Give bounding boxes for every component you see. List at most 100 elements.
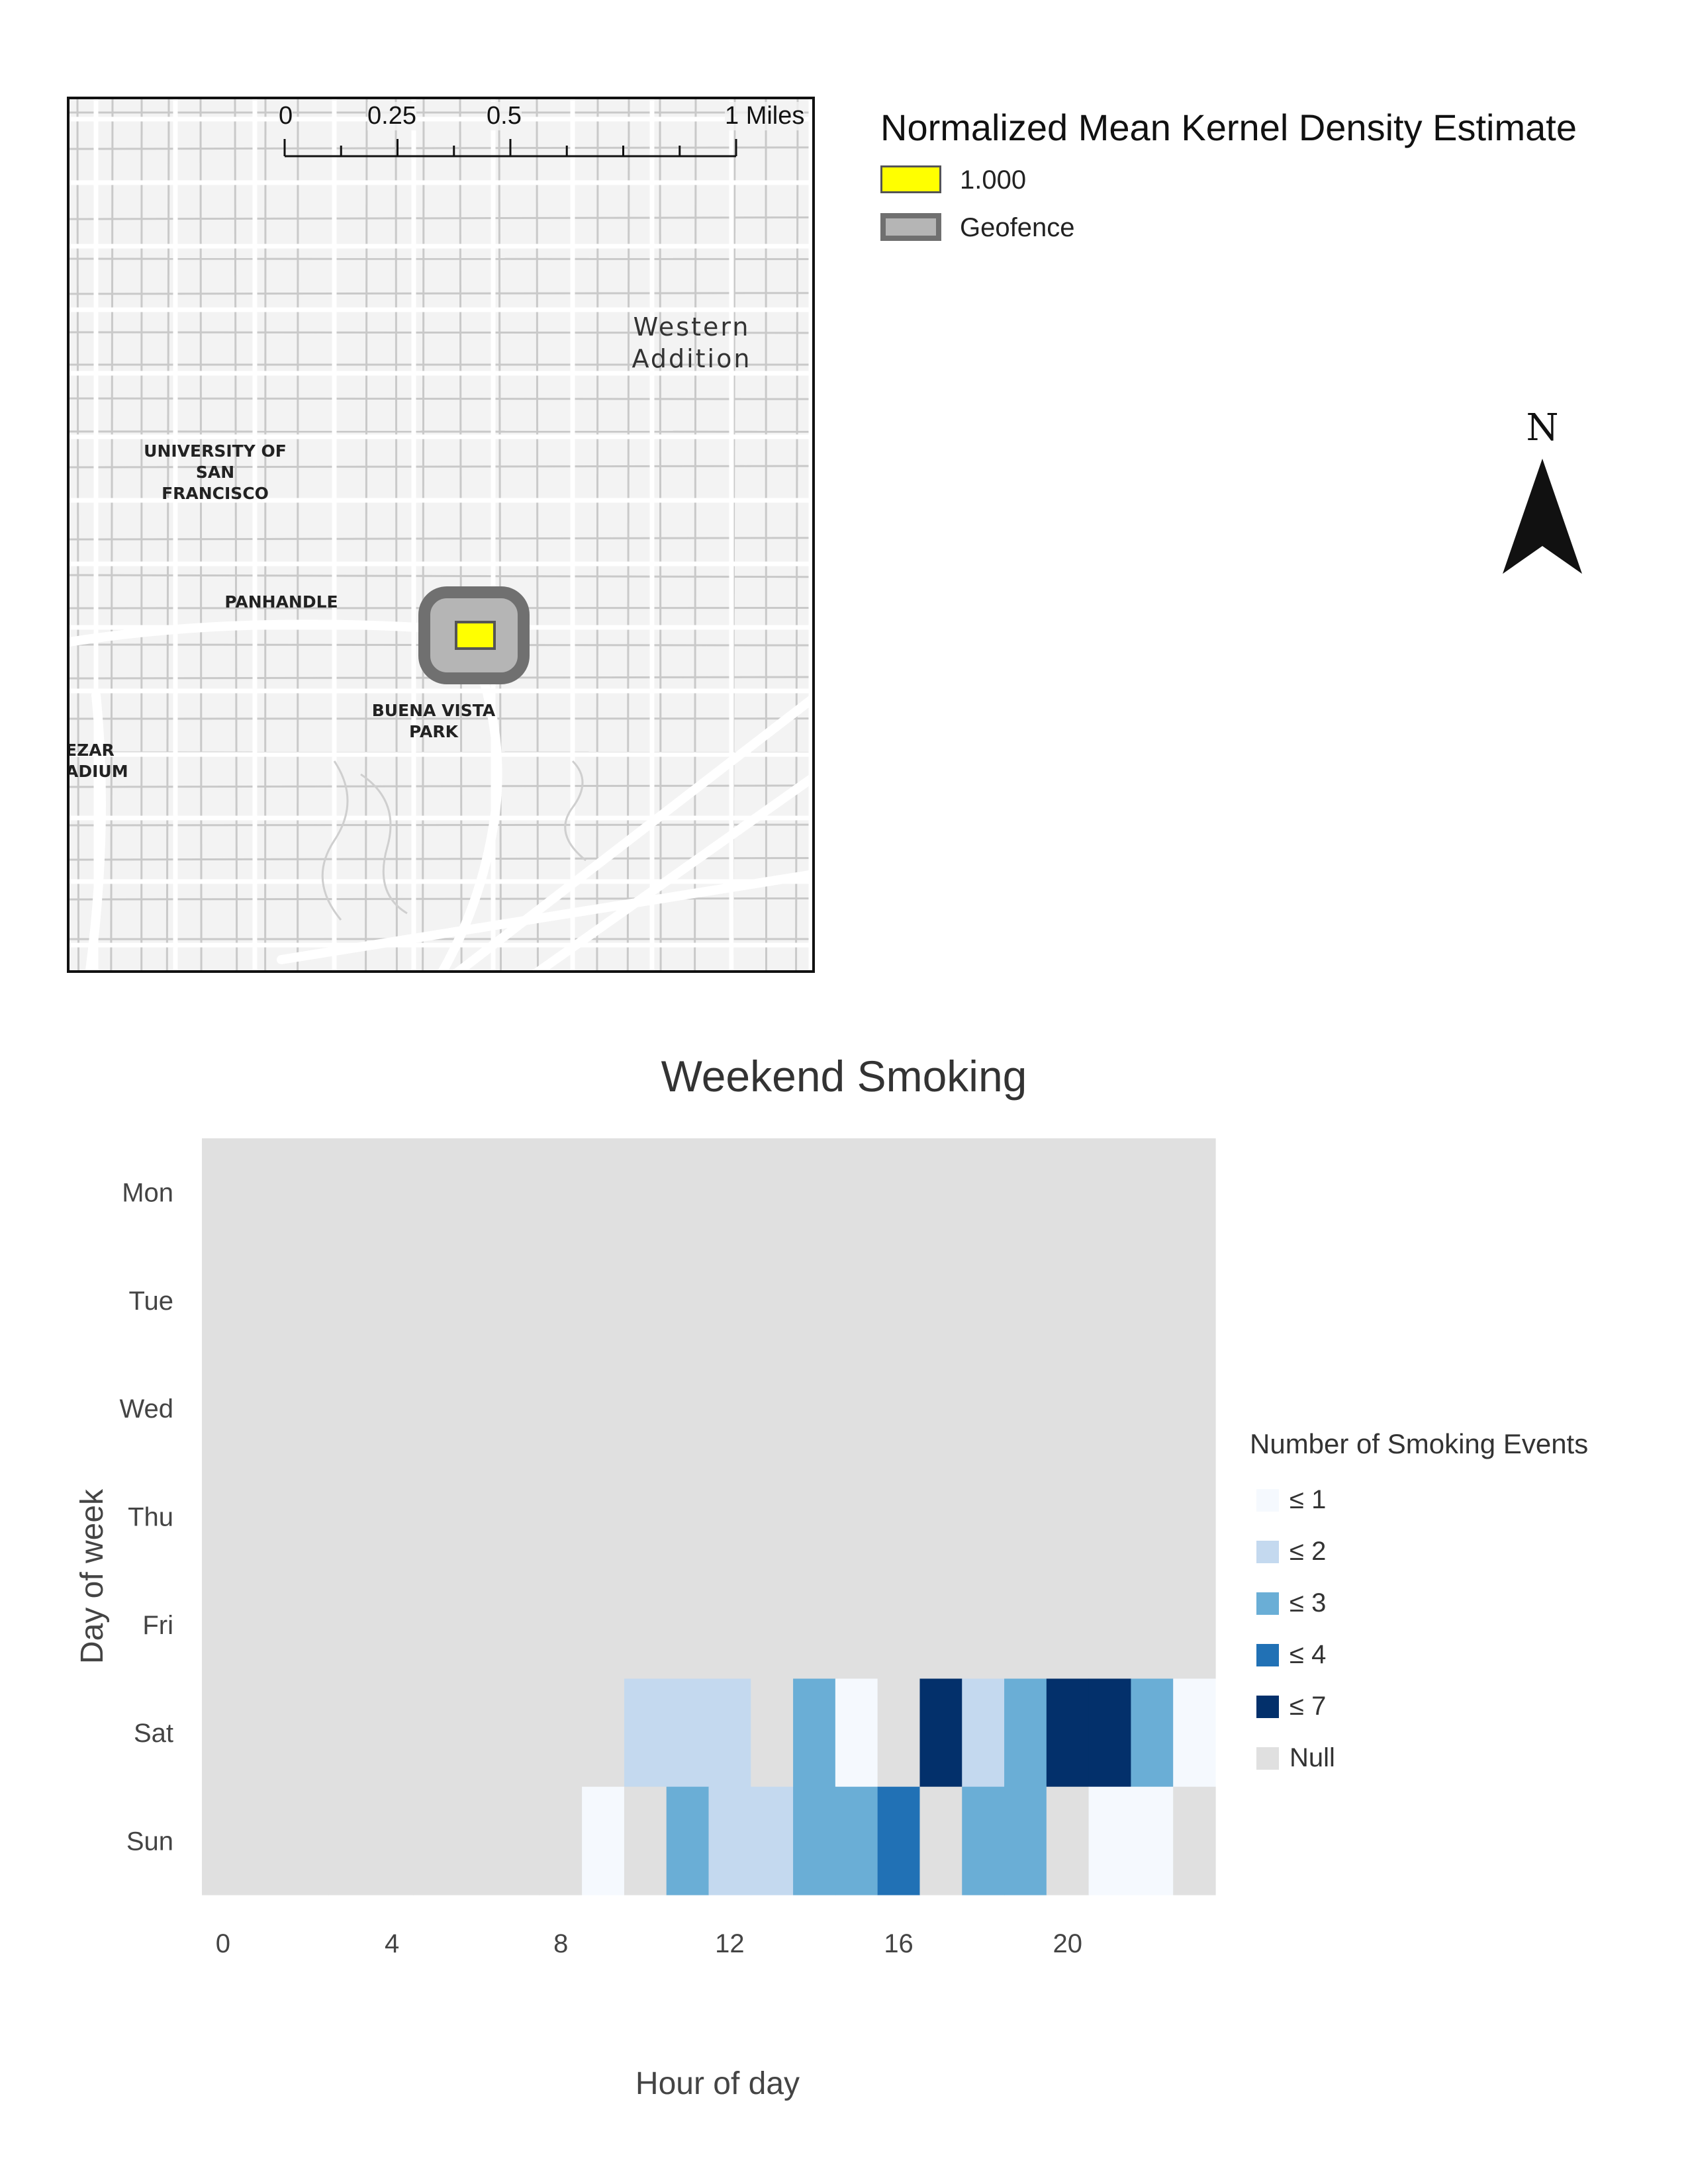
heatmap-cell xyxy=(539,1678,583,1788)
chart-title: Weekend Smoking xyxy=(661,1052,1027,1101)
legend-label: Null xyxy=(1289,1743,1335,1772)
x-tick-label: 0 xyxy=(216,1929,230,1958)
map-legend-title: Normalized Mean Kernel Density Estimate xyxy=(880,107,1577,148)
heatmap-cell xyxy=(751,1786,794,1895)
heatmap-cell xyxy=(244,1570,287,1680)
x-tick-label: 12 xyxy=(715,1929,745,1958)
north-label: N xyxy=(1526,406,1559,449)
heatmap-cell xyxy=(202,1678,245,1788)
heatmap-cell xyxy=(1088,1354,1132,1463)
scale-label-025: 0.25 xyxy=(367,102,416,130)
label-panhandle: PANHANDLE xyxy=(224,592,338,612)
heatmap-cell xyxy=(582,1678,625,1788)
heatmap-cell xyxy=(877,1138,921,1247)
heatmap-cell xyxy=(497,1462,540,1571)
heatmap-cell xyxy=(455,1354,498,1463)
heatmap-cell xyxy=(286,1786,329,1895)
heatmap-cell xyxy=(793,1246,836,1355)
heatmap-cell xyxy=(455,1246,498,1355)
heatmap-cell xyxy=(751,1138,794,1247)
kde-area xyxy=(455,621,496,650)
scale-label-05: 0.5 xyxy=(487,102,522,130)
heatmap-cell xyxy=(1173,1138,1216,1247)
heatmap-cell xyxy=(708,1462,751,1571)
heatmap-cell xyxy=(244,1678,287,1788)
heatmap-cell xyxy=(371,1678,414,1788)
heatmap-cell xyxy=(539,1354,583,1463)
heatmap-cell xyxy=(962,1570,1005,1680)
map-legend-label: 1.000 xyxy=(960,165,1027,195)
y-tick-label: Thu xyxy=(128,1503,173,1532)
heatmap-cell xyxy=(1131,1462,1174,1571)
heatmap-cell xyxy=(835,1354,878,1463)
x-tick-label: 20 xyxy=(1053,1929,1082,1958)
legend-swatch xyxy=(1256,1696,1279,1718)
x-tick-label: 16 xyxy=(884,1929,914,1958)
legend-swatch xyxy=(1256,1747,1279,1770)
heatmap-cell xyxy=(624,1786,667,1895)
label-kezar-stadium: EZAR ADIUM xyxy=(67,741,128,781)
heatmap-cell xyxy=(962,1462,1005,1571)
label-university-of-san-francisco: UNIVERSITY OF SAN FRANCISCO xyxy=(144,441,287,503)
y-tick-label: Sun xyxy=(126,1827,173,1856)
heatmap-cell xyxy=(1046,1138,1090,1247)
heatmap-cell xyxy=(962,1354,1005,1463)
heatmap-cell xyxy=(202,1354,245,1463)
heatmap-cell xyxy=(371,1570,414,1680)
heatmap-cell xyxy=(1088,1246,1132,1355)
heatmap-cell xyxy=(1173,1786,1216,1895)
heatmap-cell xyxy=(919,1570,962,1680)
scale-label-1-miles: 1 Miles xyxy=(725,102,805,130)
y-tick-label: Mon xyxy=(122,1179,173,1208)
heatmap-cell xyxy=(497,1786,540,1895)
heatmap-cell xyxy=(835,1678,878,1788)
heatmap-cell xyxy=(666,1354,710,1463)
heatmap-cell xyxy=(1131,1678,1174,1788)
heatmap-cell xyxy=(582,1570,625,1680)
heatmap-cell xyxy=(835,1462,878,1571)
map-legend-label: Geofence xyxy=(960,213,1075,242)
x-tick-label: 8 xyxy=(553,1929,568,1958)
heatmap-cell xyxy=(793,1138,836,1247)
legend-swatch xyxy=(1256,1592,1279,1615)
legend-label: ≤ 2 xyxy=(1289,1537,1327,1566)
heatmap-cell xyxy=(1173,1678,1216,1788)
heatmap-cell xyxy=(539,1246,583,1355)
heatmap-cell xyxy=(877,1786,921,1895)
heatmap-cell xyxy=(328,1570,371,1680)
heatmap-cell xyxy=(371,1462,414,1571)
heatmap-cell xyxy=(793,1678,836,1788)
heatmap-cell xyxy=(412,1462,456,1571)
heatmap-cell xyxy=(328,1462,371,1571)
heatmap-cell xyxy=(751,1246,794,1355)
heatmap-cell xyxy=(1173,1462,1216,1571)
heatmap-cell xyxy=(1046,1570,1090,1680)
heatmap-cell xyxy=(286,1138,329,1247)
heatmap-cell xyxy=(244,1138,287,1247)
y-axis-label: Day of week xyxy=(75,1488,110,1664)
heatmap-cell xyxy=(371,1786,414,1895)
heatmap-cell xyxy=(1131,1138,1174,1247)
heatmap-cell xyxy=(582,1354,625,1463)
heatmap-cell xyxy=(919,1138,962,1247)
heatmap-cell xyxy=(708,1678,751,1788)
heatmap-cell xyxy=(835,1570,878,1680)
heatmap-cell xyxy=(202,1246,245,1355)
geofence-swatch xyxy=(880,213,941,241)
heatmap-cell xyxy=(202,1138,245,1247)
heatmap-cell xyxy=(371,1354,414,1463)
heatmap-cell xyxy=(328,1678,371,1788)
heatmap-cell xyxy=(624,1462,667,1571)
heatmap-cell xyxy=(1004,1786,1047,1895)
heatmap-cell xyxy=(455,1570,498,1680)
heatmap-cell xyxy=(751,1570,794,1680)
heatmap-cell xyxy=(244,1786,287,1895)
heatmap-cell xyxy=(412,1570,456,1680)
heatmap-cell xyxy=(751,1678,794,1788)
y-tick-label: Tue xyxy=(129,1287,173,1316)
heatmap-cell xyxy=(751,1354,794,1463)
heatmap-cell xyxy=(1004,1246,1047,1355)
north-arrow-shape xyxy=(1503,459,1582,574)
heatmap-cell xyxy=(412,1246,456,1355)
